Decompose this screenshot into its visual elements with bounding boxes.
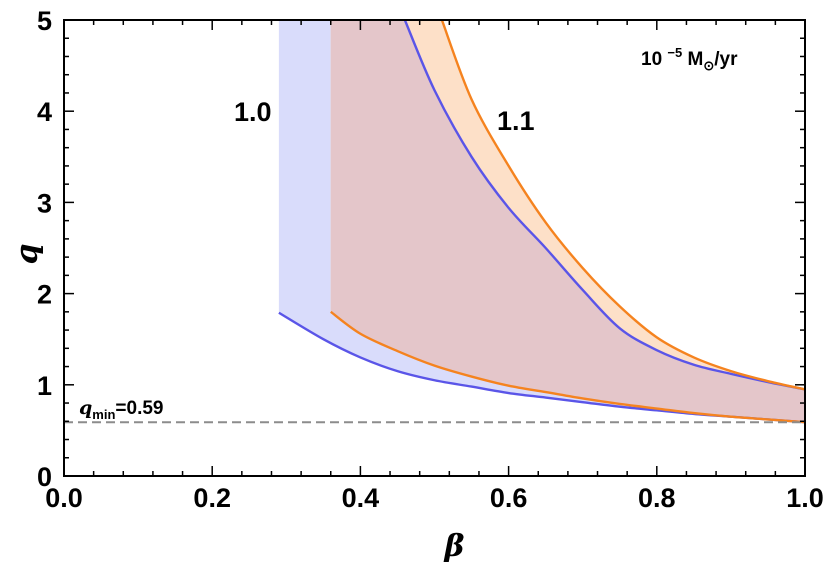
x-tick-label: 0.6 (490, 483, 528, 513)
region-fills (278, 20, 805, 423)
text-labels: 0.0 0.2 0.4 0.6 0.8 1.0 0 1 2 3 4 5 β q 1.0 1.1 qmin=0.5… (10, 6, 824, 564)
y-tick-label: 2 (37, 280, 52, 310)
x-tick-label: 0.0 (45, 483, 83, 513)
x-axis-title: β (444, 529, 465, 564)
boundary-curves (278, 20, 805, 424)
x-tick-label: 0.8 (638, 483, 676, 513)
y-tick-label: 1 (37, 371, 52, 401)
upper-curve-1-1 (440, 20, 805, 391)
y-axis-title: q (10, 244, 45, 265)
x-tick-label: 1.0 (786, 483, 824, 513)
plot-frame (63, 19, 806, 477)
upper-curve-1-0 (403, 20, 805, 391)
x-tick-label: 0.2 (193, 483, 231, 513)
x-tick-label: 0.4 (342, 483, 380, 513)
y-tick-label: 0 (37, 462, 52, 492)
qmin-label: qmin=0.59 (79, 397, 164, 422)
y-tick-label: 5 (37, 6, 52, 36)
y-tick-label: 4 (37, 97, 52, 127)
axis-ticks (63, 19, 806, 477)
mass-loss-rate-label: 10 −5 M⊙/yr (641, 45, 738, 73)
curve-label-1-1: 1.1 (497, 106, 535, 136)
y-tick-label: 3 (37, 188, 52, 218)
curve-label-1-0: 1.0 (234, 97, 272, 127)
lower-curve-1-1 (330, 310, 805, 424)
